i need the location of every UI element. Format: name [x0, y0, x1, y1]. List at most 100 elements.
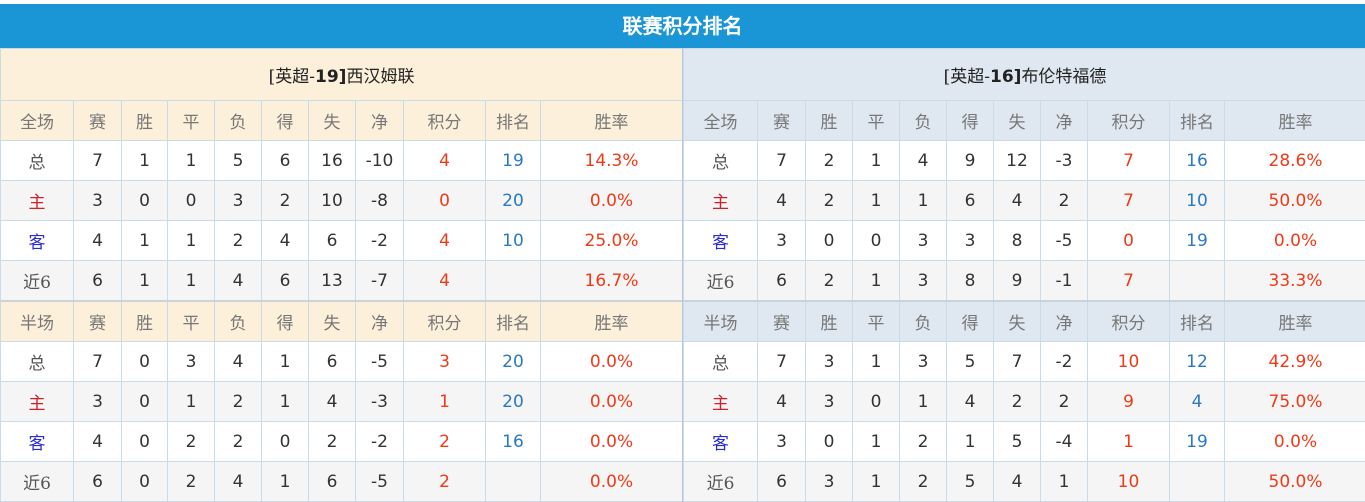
header-goals-against: 失	[993, 100, 1041, 141]
cell-played: 6	[757, 260, 806, 302]
cell-losses: 2	[899, 461, 947, 502]
team-name[interactable]: 布伦特福德	[1021, 67, 1107, 87]
header-draws: 平	[167, 100, 215, 141]
header-points: 积分	[403, 100, 486, 141]
league-tag: [英超-	[268, 67, 315, 87]
table-row: 主 4 3 0 1 4 2 2 9 4 75.0%	[683, 381, 1365, 422]
header-draws: 平	[852, 300, 900, 342]
cell-goal-diff: -3	[355, 381, 404, 422]
cell-goal-diff: -4	[1040, 421, 1088, 462]
cell-played: 7	[757, 140, 806, 181]
cell-points: 7	[1087, 260, 1170, 302]
cell-losses: 3	[899, 220, 947, 261]
team-name[interactable]: 西汉姆联	[346, 67, 415, 87]
cell-row-label: 总	[683, 341, 758, 382]
cell-points: 4	[403, 260, 486, 302]
cell-losses: 2	[214, 220, 262, 261]
cell-row-label: 客	[683, 220, 758, 261]
cell-rank	[485, 461, 541, 502]
table-row: 近6 6 0 2 4 1 6 -5 2 0.0%	[0, 461, 684, 502]
cell-wins: 0	[121, 341, 168, 382]
cell-wins: 1	[121, 260, 168, 302]
table-row: 客 3 0 0 3 3 8 -5 0 19 0.0%	[683, 220, 1365, 261]
cell-win-rate: 75.0%	[1223, 381, 1365, 422]
cell-goal-diff: -2	[355, 220, 404, 261]
cell-win-rate: 16.7%	[539, 260, 684, 302]
cell-win-rate: 0.0%	[539, 381, 684, 422]
cell-rank: 12	[1169, 341, 1225, 382]
header-played: 赛	[757, 100, 806, 141]
cell-losses: 1	[899, 381, 947, 422]
cell-losses: 4	[899, 140, 947, 181]
header-losses: 负	[214, 100, 262, 141]
header-row-label: 半场	[683, 300, 758, 342]
header-goals-against: 失	[308, 300, 356, 342]
table-row: 客 4 1 1 2 4 6 -2 4 10 25.0%	[0, 220, 684, 261]
cell-row-label: 主	[683, 180, 758, 221]
cell-goals-for: 5	[946, 341, 994, 382]
cell-goals-against: 4	[308, 381, 356, 422]
cell-goals-for: 1	[946, 421, 994, 462]
header-row-label: 半场	[0, 300, 74, 342]
header-losses: 负	[899, 100, 947, 141]
cell-points: 9	[1087, 381, 1170, 422]
header-played: 赛	[757, 300, 806, 342]
cell-rank: 19	[485, 140, 541, 181]
cell-wins: 0	[121, 381, 168, 422]
cell-win-rate: 0.0%	[539, 461, 684, 502]
header-played: 赛	[73, 100, 122, 141]
header-goal-diff: 净	[355, 100, 404, 141]
cell-played: 3	[757, 220, 806, 261]
cell-goal-diff: -2	[1040, 341, 1088, 382]
cell-row-label: 总	[683, 140, 758, 181]
cell-goals-for: 5	[946, 461, 994, 502]
cell-row-label: 近6	[683, 461, 758, 502]
cell-goals-for: 4	[946, 381, 994, 422]
cell-win-rate: 42.9%	[1223, 341, 1365, 382]
cell-goal-diff: -5	[355, 341, 404, 382]
cell-goals-for: 1	[261, 381, 309, 422]
cell-rank: 19	[1169, 220, 1225, 261]
header-points: 积分	[403, 300, 486, 342]
league-tag: [英超-	[943, 67, 990, 87]
cell-losses: 2	[899, 421, 947, 462]
cell-row-label: 近6	[683, 260, 758, 302]
header-goals-against: 失	[993, 300, 1041, 342]
cell-points: 0	[1087, 220, 1170, 261]
cell-played: 7	[73, 341, 122, 382]
cell-draws: 1	[852, 341, 900, 382]
cell-goals-against: 7	[993, 341, 1041, 382]
cell-draws: 1	[167, 140, 215, 181]
cell-goals-for: 8	[946, 260, 994, 302]
table-row: 客 4 0 2 2 0 2 -2 2 16 0.0%	[0, 421, 684, 462]
header-goals-for: 得	[946, 100, 994, 141]
cell-wins: 0	[121, 461, 168, 502]
header-win-rate: 胜率	[539, 300, 684, 342]
cell-points: 2	[403, 461, 486, 502]
home-team-standings: [英超-19]西汉姆联 全场赛胜平负得失净积分 排名 胜率总 7 1 1 5 6 16 -10 4 1…	[0, 48, 684, 502]
cell-row-label: 近6	[0, 260, 74, 302]
cell-wins: 3	[805, 381, 853, 422]
table-row: 近6 6 3 1 2 5 4 1 10 50.0%	[683, 461, 1365, 502]
cell-goals-against: 6	[308, 220, 356, 261]
tag-close: ]	[1013, 67, 1022, 87]
header-goal-diff: 净	[1040, 100, 1088, 141]
cell-goals-for: 9	[946, 140, 994, 181]
cell-points: 4	[403, 220, 486, 261]
cell-points: 10	[1087, 341, 1170, 382]
cell-row-label: 主	[0, 180, 74, 221]
header-points: 积分	[1087, 300, 1170, 342]
cell-losses: 4	[214, 341, 262, 382]
cell-win-rate: 0.0%	[1223, 220, 1365, 261]
cell-wins: 2	[805, 140, 853, 181]
cell-played: 7	[757, 341, 806, 382]
cell-wins: 1	[121, 140, 168, 181]
cell-goals-for: 6	[261, 140, 309, 181]
cell-goal-diff: 2	[1040, 180, 1088, 221]
cell-win-rate: 0.0%	[539, 341, 684, 382]
cell-points: 3	[403, 341, 486, 382]
cell-win-rate: 25.0%	[539, 220, 684, 261]
cell-draws: 0	[167, 180, 215, 221]
cell-draws: 1	[852, 140, 900, 181]
cell-losses: 4	[214, 461, 262, 502]
